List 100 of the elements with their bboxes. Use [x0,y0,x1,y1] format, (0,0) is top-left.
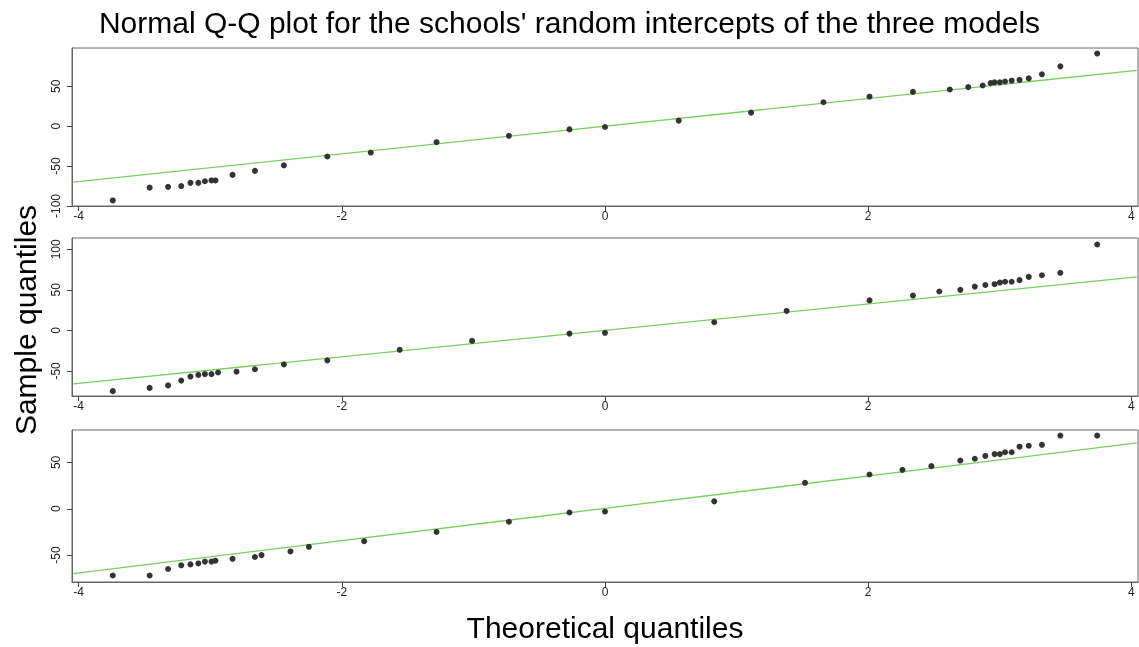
point [146,184,153,191]
x-axis-title: Theoretical quantiles [466,610,744,644]
point [602,508,608,515]
y-tick-label: 50 [49,455,63,470]
point [201,178,208,185]
point [1094,241,1101,248]
point [1002,278,1009,285]
point [1057,63,1064,70]
point [187,373,194,380]
point [1094,432,1101,439]
point [469,337,476,344]
point [201,371,208,378]
point [1016,76,1023,83]
point [928,463,935,470]
point [165,183,172,190]
point [201,558,208,565]
point [602,329,608,336]
x-tick-label: -4 [73,399,85,413]
point [866,471,873,478]
x-tick-label: 2 [864,585,872,599]
point [957,286,964,293]
y-tick-label: 0 [49,326,63,334]
point [229,555,236,562]
y-tick-label: -50 [49,157,63,175]
point [996,79,1003,86]
point [433,139,440,146]
point [566,330,573,337]
point [1038,441,1045,448]
y-tick-label: 0 [49,122,63,130]
point [1038,272,1045,279]
point [280,162,287,169]
x-tick-label: 0 [601,399,609,413]
point [566,126,573,133]
point [505,132,512,139]
point [361,538,368,545]
point [982,452,989,459]
point [251,167,258,174]
y-tick-label: 0 [49,505,63,513]
point [783,307,790,314]
point [711,319,718,326]
point [212,557,219,564]
x-tick-label: -2 [336,399,348,413]
point [957,457,964,464]
point [748,109,755,116]
point [675,117,682,124]
point [991,281,998,288]
x-tick-label: 4 [1128,585,1136,599]
point [215,369,222,376]
point [233,368,240,375]
chart-title: Normal Q-Q plot for the schools' random intercepts of the three models [98,5,1041,39]
point [165,382,172,389]
x-tick-label: 4 [1128,209,1136,223]
point [1008,77,1015,84]
point [996,451,1003,458]
point [1008,278,1015,285]
x-tick-label: -2 [336,209,348,223]
point [178,183,185,190]
point [971,283,978,290]
y-tick-label: 50 [49,282,63,297]
point [251,553,258,560]
x-tick-label: 0 [601,209,609,223]
x-tick-label: -2 [336,585,348,599]
point [178,562,185,569]
point [1094,50,1101,57]
point [109,197,116,204]
point [280,361,287,368]
point [195,371,202,378]
x-tick-label: 0 [601,585,609,599]
x-tick-label: 2 [864,399,872,413]
point [711,498,718,505]
x-tick-label: 2 [864,209,872,223]
point [208,371,215,378]
y-tick-label: -50 [49,546,63,564]
point [1025,75,1032,82]
point [566,509,573,516]
point [1002,78,1009,85]
x-tick-label: -4 [73,585,85,599]
point [109,572,116,579]
point [982,282,989,288]
point [305,543,312,550]
point [965,84,972,91]
point [1016,277,1023,284]
point [946,86,953,93]
point [187,561,194,568]
point [1025,442,1032,449]
point [1008,449,1015,456]
point [505,518,512,525]
point [1057,269,1064,276]
point [324,357,331,364]
y-tick-label: 100 [49,239,63,260]
point [899,466,906,473]
point [991,451,998,458]
point [971,455,978,462]
point [979,82,986,89]
x-tick-label: 4 [1128,399,1136,413]
y-axis-title: Sample quantiles [9,204,43,436]
point [909,292,916,299]
y-tick-label: -100 [49,193,63,219]
point [602,124,608,130]
point [1002,449,1009,456]
